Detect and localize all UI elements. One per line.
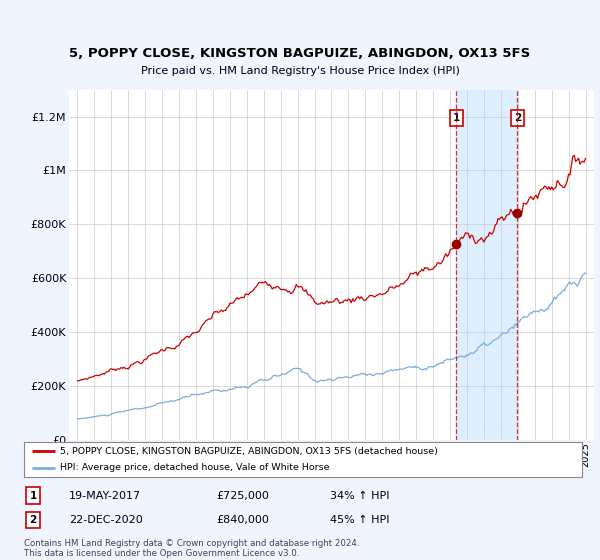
Text: 45% ↑ HPI: 45% ↑ HPI <box>330 515 389 525</box>
Text: Contains HM Land Registry data © Crown copyright and database right 2024.
This d: Contains HM Land Registry data © Crown c… <box>24 539 359 558</box>
Text: 19-MAY-2017: 19-MAY-2017 <box>69 491 141 501</box>
Text: 2: 2 <box>514 113 521 123</box>
Text: 22-DEC-2020: 22-DEC-2020 <box>69 515 143 525</box>
Text: 1: 1 <box>453 113 460 123</box>
Text: HPI: Average price, detached house, Vale of White Horse: HPI: Average price, detached house, Vale… <box>60 463 330 472</box>
Text: £840,000: £840,000 <box>216 515 269 525</box>
Text: 5, POPPY CLOSE, KINGSTON BAGPUIZE, ABINGDON, OX13 5FS (detached house): 5, POPPY CLOSE, KINGSTON BAGPUIZE, ABING… <box>60 447 438 456</box>
Text: 5, POPPY CLOSE, KINGSTON BAGPUIZE, ABINGDON, OX13 5FS: 5, POPPY CLOSE, KINGSTON BAGPUIZE, ABING… <box>70 46 530 60</box>
Text: 34% ↑ HPI: 34% ↑ HPI <box>330 491 389 501</box>
Bar <box>457 90 517 440</box>
Text: 1: 1 <box>29 491 37 501</box>
Text: Price paid vs. HM Land Registry's House Price Index (HPI): Price paid vs. HM Land Registry's House … <box>140 66 460 76</box>
Text: £725,000: £725,000 <box>216 491 269 501</box>
Text: 2: 2 <box>29 515 37 525</box>
